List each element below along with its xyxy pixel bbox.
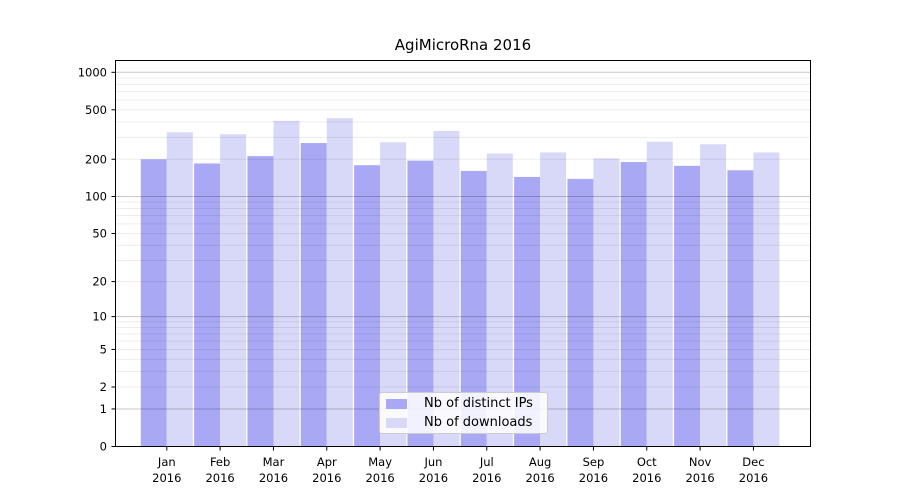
x-tick-label-month: Jun <box>423 455 442 469</box>
x-tick-label-year: 2016 <box>579 471 608 485</box>
bar-downloads <box>273 120 300 447</box>
bar-downloads <box>326 118 353 447</box>
bar-downloads <box>220 134 247 447</box>
x-tick-label-year: 2016 <box>739 471 768 485</box>
x-tick-label-year: 2016 <box>685 471 714 485</box>
y-tick-label: 10 <box>92 310 107 324</box>
bar-downloads <box>700 144 727 447</box>
y-tick-label: 1000 <box>78 65 107 79</box>
legend-label-downloads: Nb of downloads <box>424 415 533 430</box>
bar-downloads <box>166 132 193 447</box>
axis-spine <box>115 60 811 447</box>
bar-distinct-ips <box>354 165 381 447</box>
y-tick-label: 1 <box>100 402 107 416</box>
x-tick-label-year: 2016 <box>365 471 394 485</box>
legend-item-downloads: Nb of downloads <box>386 415 547 430</box>
bar-downloads <box>646 141 673 447</box>
bar-distinct-ips <box>140 159 167 447</box>
y-tick-label: 200 <box>85 152 107 166</box>
x-tick-label-year: 2016 <box>632 471 661 485</box>
x-tick-label-year: 2016 <box>312 471 341 485</box>
x-tick-label-year: 2016 <box>259 471 288 485</box>
bar-distinct-ips <box>194 163 221 447</box>
bar-distinct-ips <box>727 170 754 447</box>
x-tick-label-month: Oct <box>637 455 657 469</box>
bar-distinct-ips <box>620 162 647 447</box>
y-tick-label: 100 <box>85 190 107 204</box>
legend: Nb of distinct IPs Nb of downloads <box>379 392 548 434</box>
y-tick-label: 5 <box>100 342 107 356</box>
x-tick-label-month: Dec <box>742 455 764 469</box>
bar-distinct-ips <box>300 143 327 447</box>
x-tick-label-month: Apr <box>317 455 337 469</box>
legend-swatch-downloads-icon <box>386 417 407 428</box>
x-tick-label-year: 2016 <box>152 471 181 485</box>
x-tick-label-month: Jul <box>479 455 494 469</box>
legend-label-distinct-ips: Nb of distinct IPs <box>424 396 533 411</box>
x-tick-label-month: Aug <box>529 455 551 469</box>
y-tick-label: 20 <box>92 275 107 289</box>
bar-distinct-ips <box>567 178 594 447</box>
y-tick-label: 500 <box>85 103 107 117</box>
x-tick-label-month: Feb <box>210 455 230 469</box>
x-tick-label-month: Mar <box>263 455 285 469</box>
x-tick-label-month: May <box>368 455 392 469</box>
legend-swatch-distinct-ips-icon <box>386 398 407 409</box>
x-tick-label-month: Nov <box>689 455 712 469</box>
x-tick-label-year: 2016 <box>419 471 448 485</box>
chart-title: AgiMicroRna 2016 <box>394 36 532 54</box>
x-tick-label-month: Sep <box>583 455 605 469</box>
x-tick-label-year: 2016 <box>472 471 501 485</box>
bar-distinct-ips <box>247 156 274 447</box>
x-tick-label-year: 2016 <box>525 471 554 485</box>
x-tick-label-month: Jan <box>157 455 176 469</box>
legend-item-distinct-ips: Nb of distinct IPs <box>386 396 547 411</box>
y-tick-label: 0 <box>100 440 107 454</box>
bar-distinct-ips <box>674 165 701 447</box>
y-tick-label: 2 <box>100 380 107 394</box>
y-tick-label: 50 <box>92 227 107 241</box>
x-tick-label-year: 2016 <box>205 471 234 485</box>
bar-downloads <box>753 152 780 447</box>
bar-downloads <box>593 158 620 447</box>
